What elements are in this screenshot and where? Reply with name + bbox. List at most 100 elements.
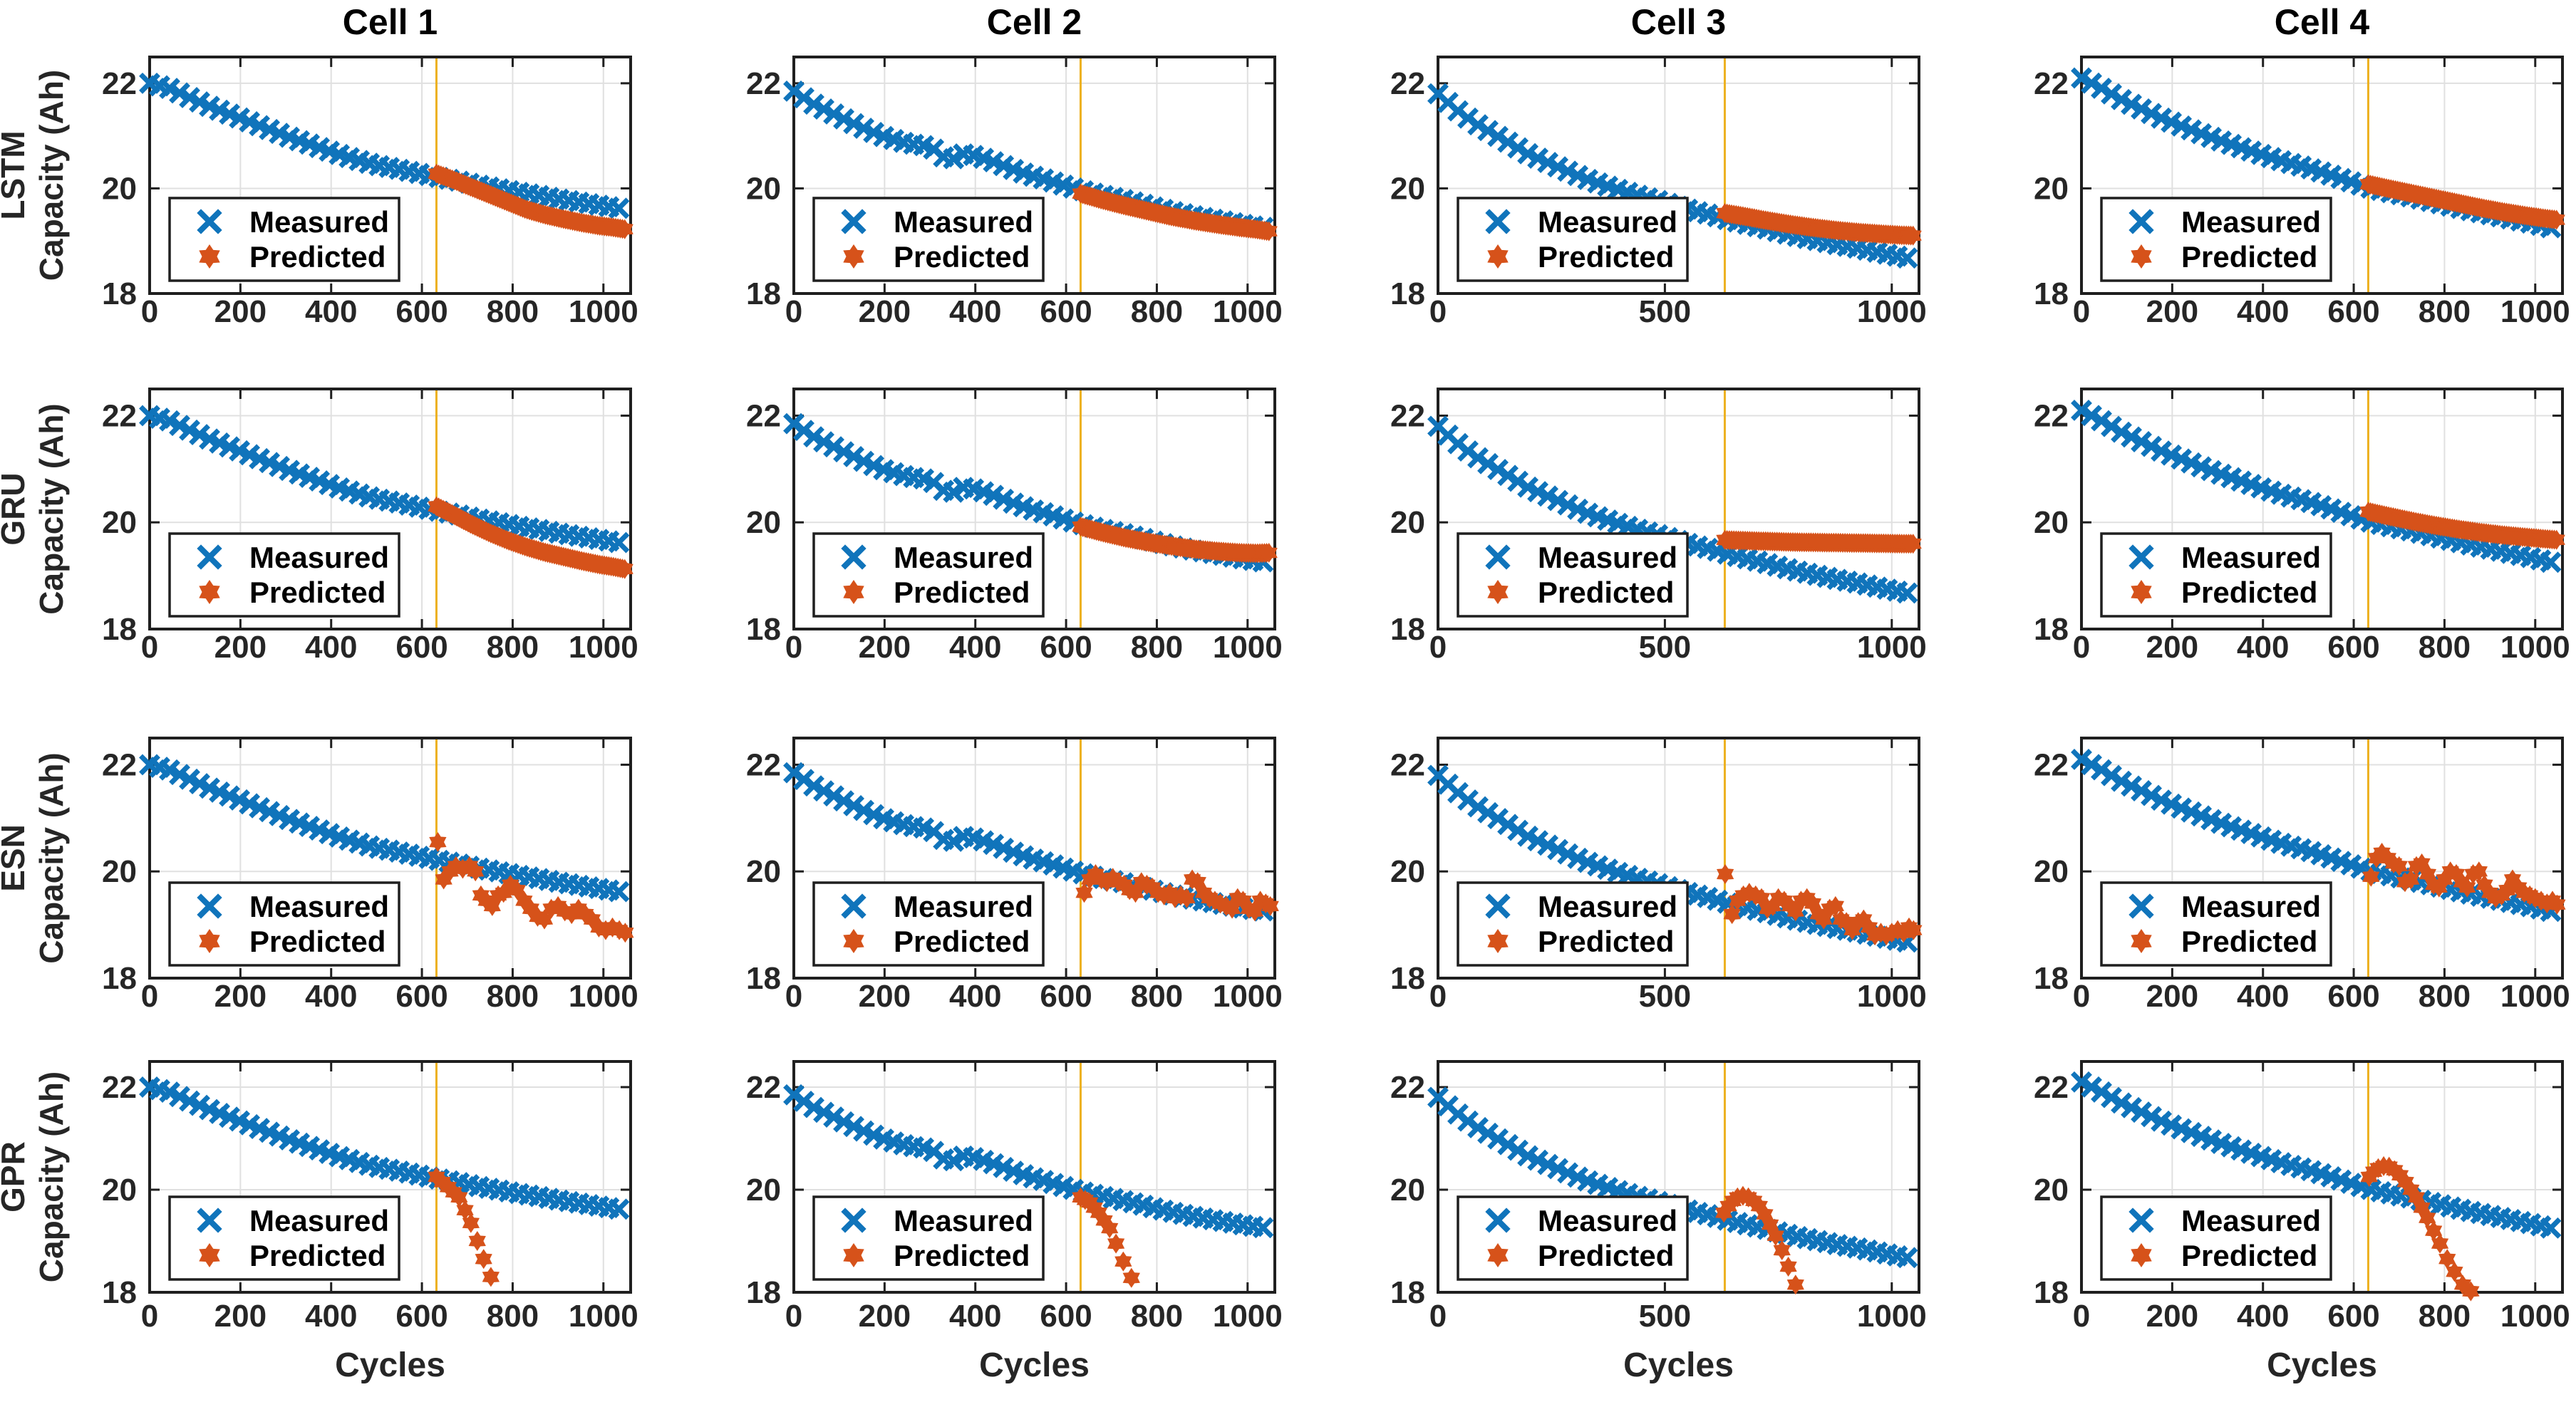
legend-box: [168, 197, 400, 282]
y-tick-label: 18: [102, 1275, 137, 1310]
x-tick-label: 600: [2328, 294, 2380, 329]
x-tick-label: 200: [2146, 294, 2198, 329]
x-tick-label: 1000: [1213, 979, 1283, 1014]
y-tick-label: 18: [102, 276, 137, 311]
x-tick-label: 0: [785, 630, 802, 665]
x-tick-label: 1000: [1213, 1299, 1283, 1334]
x-tick-label: 600: [395, 1299, 448, 1334]
legend-predicted-label: Predicted: [894, 925, 1030, 958]
legend-measured-label: Measured: [1538, 541, 1677, 574]
y-axis-label: Capacity (Ah): [33, 70, 70, 281]
legend-box: [168, 532, 400, 618]
y-axis-label: Capacity (Ah): [33, 1071, 70, 1282]
x-tick-label: 400: [305, 1299, 357, 1334]
y-tick-label: 18: [2034, 276, 2069, 311]
x-tick-label: 400: [2237, 630, 2289, 665]
x-tick-label: 800: [1130, 1299, 1182, 1334]
x-tick-label: 1000: [2500, 979, 2570, 1014]
legend-predicted-label: Predicted: [249, 925, 386, 958]
y-tick-label: 22: [746, 747, 781, 782]
x-tick-label: 200: [858, 630, 910, 665]
x-tick-label: 1000: [2500, 294, 2570, 329]
legend-measured-label: Measured: [2181, 890, 2321, 923]
x-tick-label: 600: [2328, 630, 2380, 665]
legend-predicted-label: Predicted: [1538, 576, 1674, 609]
x-tick-label: 600: [1040, 979, 1092, 1014]
x-tick-label: 500: [1638, 1299, 1690, 1334]
legend-box: [1456, 881, 1689, 967]
legend-box: [2100, 197, 2332, 282]
x-tick-label: 400: [305, 294, 357, 329]
y-tick-label: 20: [2034, 1173, 2069, 1208]
legend-predicted-label: Predicted: [249, 1239, 386, 1272]
y-tick-label: 22: [102, 747, 137, 782]
y-tick-label: 22: [102, 66, 137, 101]
x-tick-label: 600: [1040, 630, 1092, 665]
x-tick-label: 400: [2237, 294, 2289, 329]
y-tick-label: 22: [2034, 66, 2069, 101]
subplot-gpr-cell1: 0 200 400 600 800 1000 18 20 22 Cycles GPR Capacity…: [0, 1060, 638, 1384]
subplot-esn-cell1: 0 200 400 600 800 1000 18 20 22 ESN Capacity (Ah) M…: [0, 737, 638, 1014]
y-tick-label: 18: [1390, 1275, 1425, 1310]
legend-measured-label: Measured: [894, 541, 1033, 574]
x-tick-label: 600: [2328, 979, 2380, 1014]
y-tick-label: 18: [1390, 612, 1425, 647]
x-axis-label: Cycles: [1623, 1346, 1734, 1384]
legend-box: [812, 881, 1045, 967]
x-tick-label: 600: [1040, 1299, 1092, 1334]
subplot-title: Cell 2: [987, 2, 1082, 42]
y-tick-label: 20: [746, 1173, 781, 1208]
y-axis-label: Capacity (Ah): [33, 403, 70, 614]
y-tick-label: 18: [746, 276, 781, 311]
y-tick-label: 20: [2034, 505, 2069, 540]
subplot-gru-cell1: 0 200 400 600 800 1000 18 20 22 GRU Capacity (Ah) M…: [0, 388, 638, 665]
x-tick-label: 400: [949, 294, 1001, 329]
legend-predicted-label: Predicted: [894, 240, 1030, 274]
legend-measured-label: Measured: [249, 1204, 389, 1237]
row-model-label: ESN: [0, 824, 31, 892]
y-tick-label: 18: [746, 612, 781, 647]
y-tick-label: 22: [746, 66, 781, 101]
y-tick-label: 22: [2034, 398, 2069, 433]
legend-measured-label: Measured: [2181, 541, 2321, 574]
legend-measured-label: Measured: [1538, 205, 1677, 239]
subplot-gpr-cell2: 0 200 400 600 800 1000 18 20 22 Cycles MeasuredPre…: [746, 1060, 1283, 1384]
x-tick-label: 800: [2419, 1299, 2471, 1334]
x-tick-label: 800: [2419, 630, 2471, 665]
x-tick-label: 200: [2146, 630, 2198, 665]
y-tick-label: 18: [1390, 276, 1425, 311]
y-tick-label: 20: [1390, 854, 1425, 889]
x-axis-label: Cycles: [2267, 1346, 2377, 1384]
legend-predicted-label: Predicted: [2181, 925, 2317, 958]
x-tick-label: 600: [395, 979, 448, 1014]
legend-box: [168, 1195, 400, 1281]
x-tick-label: 200: [2146, 1299, 2198, 1334]
y-tick-label: 22: [1390, 1070, 1425, 1105]
legend-measured-label: Measured: [894, 1204, 1033, 1237]
x-tick-label: 1000: [2500, 1299, 2570, 1334]
x-tick-label: 800: [487, 294, 539, 329]
x-tick-label: 400: [305, 630, 357, 665]
y-tick-label: 20: [1390, 171, 1425, 206]
legend-box: [812, 197, 1045, 282]
x-tick-label: 400: [949, 630, 1001, 665]
legend-measured-label: Measured: [249, 890, 389, 923]
y-tick-label: 20: [102, 854, 137, 889]
y-tick-label: 22: [102, 398, 137, 433]
x-tick-label: 800: [2419, 979, 2471, 1014]
x-axis-label: Cycles: [335, 1346, 445, 1384]
x-tick-label: 400: [305, 979, 357, 1014]
legend-box: [168, 881, 400, 967]
y-tick-label: 22: [1390, 398, 1425, 433]
x-tick-label: 600: [395, 630, 448, 665]
x-tick-label: 0: [785, 294, 802, 329]
y-tick-label: 20: [102, 505, 137, 540]
legend-box: [1456, 1195, 1689, 1281]
legend-measured-label: Measured: [2181, 1204, 2321, 1237]
x-tick-label: 200: [2146, 979, 2198, 1014]
x-tick-label: 800: [487, 979, 539, 1014]
